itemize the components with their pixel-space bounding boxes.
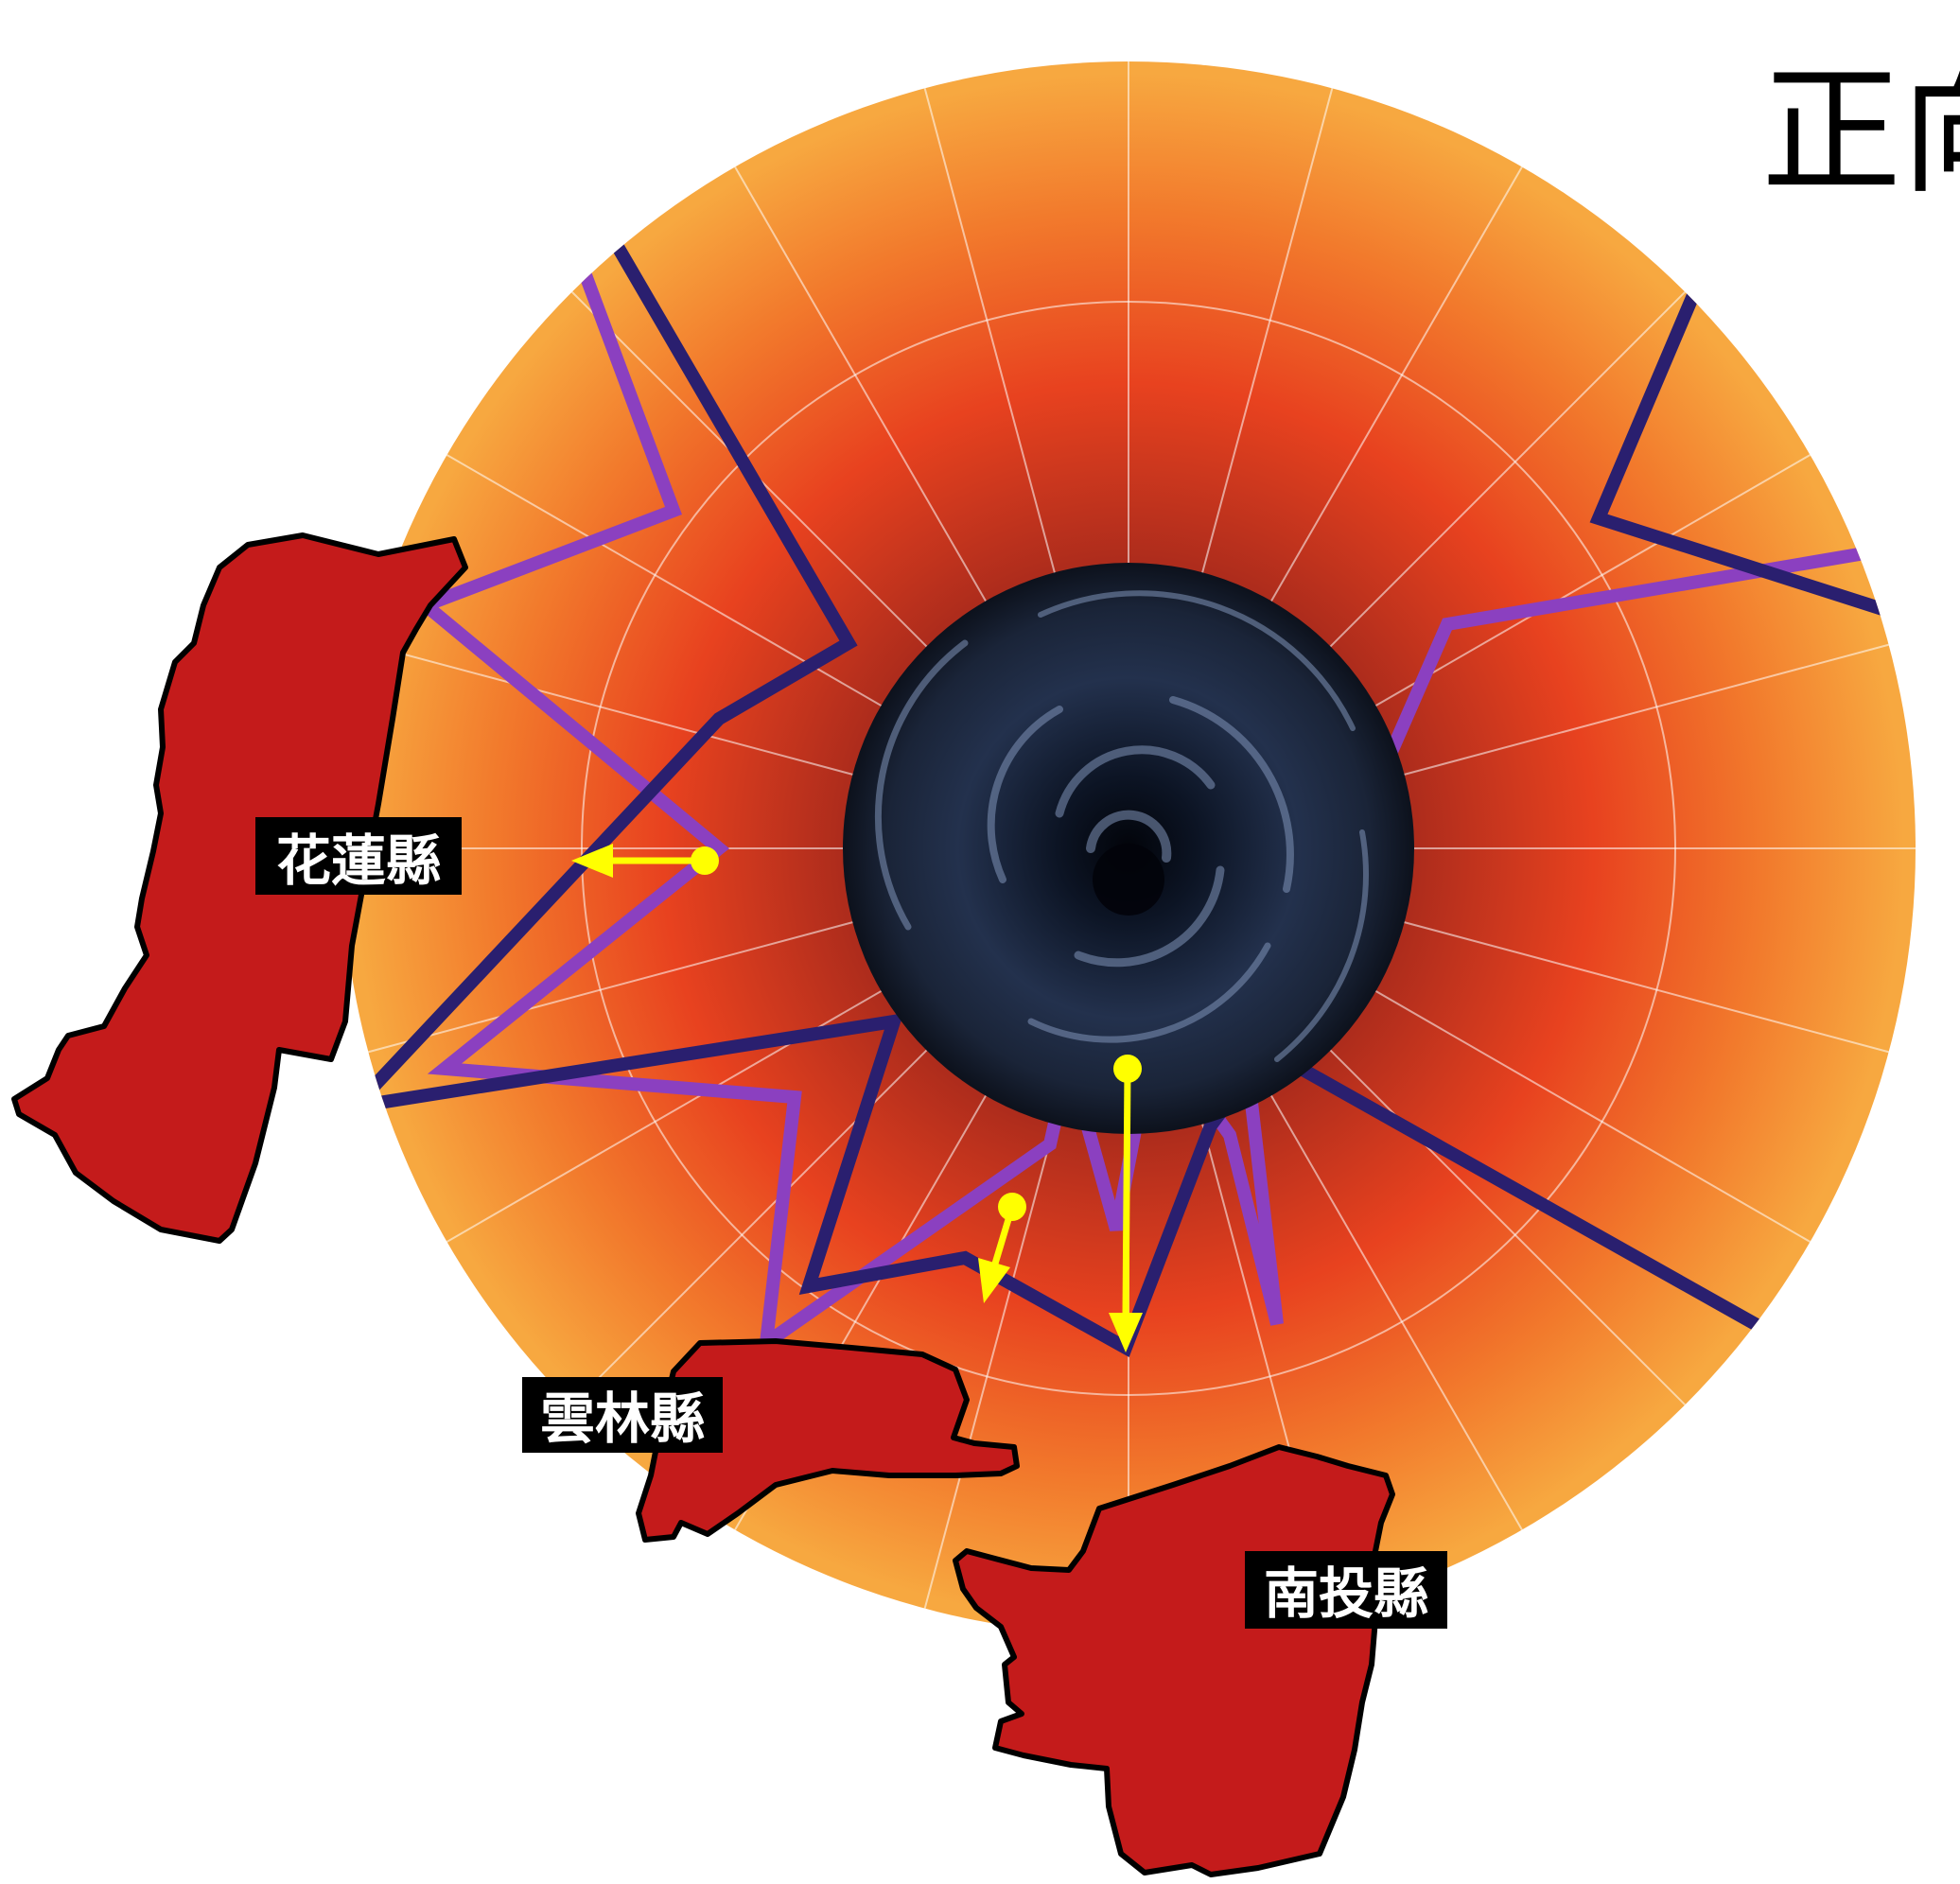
county-labels: 花蓮縣 雲林縣 南投縣	[255, 817, 1447, 1629]
label-nantou: 南投縣	[1264, 1561, 1428, 1626]
label-box-hualien	[255, 817, 462, 895]
label-hualien: 花蓮縣	[276, 829, 441, 893]
arrow-yunlin-icon	[978, 1193, 1026, 1303]
arrow-nantou-icon	[1109, 1055, 1143, 1352]
county-hualien	[11, 532, 468, 1244]
page-title: 正向	[1761, 50, 1960, 213]
label-yunlin: 雲林縣	[540, 1387, 705, 1451]
label-box-nantou	[1245, 1551, 1447, 1629]
black-hole-icon	[843, 563, 1414, 1134]
shift-arrows	[571, 844, 1143, 1352]
county-yunlin	[636, 1338, 1020, 1543]
series-line-navy-right	[1589, 248, 1916, 631]
label-box-yunlin	[522, 1377, 723, 1453]
arrow-hualien-icon	[571, 844, 719, 878]
